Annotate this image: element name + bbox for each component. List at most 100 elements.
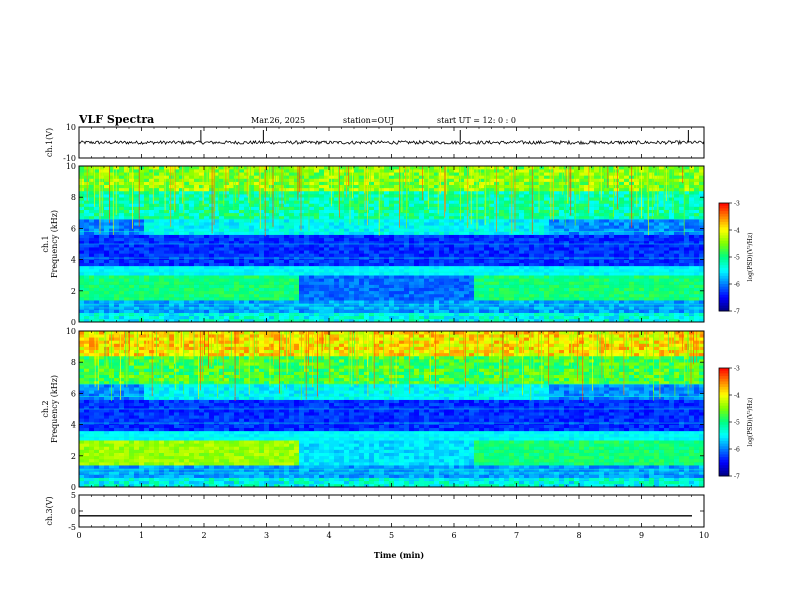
spectrogram-cell <box>554 293 560 298</box>
spectrogram-cell <box>269 206 275 210</box>
spectrogram-cell <box>394 247 400 251</box>
spectrogram-cell <box>539 309 545 313</box>
spectrogram-cell <box>399 262 405 267</box>
spectrogram-cell <box>539 237 545 242</box>
spectrogram-cell <box>314 175 320 179</box>
spectrogram-cell <box>354 250 360 254</box>
spectrogram-cell <box>324 284 330 288</box>
spectrogram-cell <box>444 212 450 217</box>
spectrogram-cell <box>214 281 220 285</box>
spectrogram-cell <box>429 181 435 186</box>
spectrogram-cell <box>204 206 210 210</box>
spectrogram-cell <box>244 212 250 217</box>
spectrogram-cell <box>354 244 360 248</box>
spectrogram-cell <box>229 231 235 235</box>
spectrogram-cell <box>119 265 125 270</box>
spectrogram-cell <box>109 290 115 295</box>
spectrogram-cell <box>534 247 540 251</box>
spectrogram-cell <box>389 231 395 235</box>
spectrogram-cell <box>424 315 430 320</box>
spectrogram-cell <box>354 166 360 170</box>
spectrogram-cell <box>419 228 425 232</box>
spectrogram-cell <box>464 197 470 201</box>
spectrogram-cell <box>359 184 365 189</box>
spectrogram-cell <box>214 175 220 179</box>
spectrogram-cell <box>314 262 320 267</box>
spectrogram-cell <box>144 237 150 242</box>
spectrogram-cell <box>504 234 510 239</box>
spectrogram-cell <box>539 262 545 267</box>
spectrogram-cell <box>344 290 350 295</box>
spectrogram-cell <box>424 222 430 226</box>
spectrogram-cell <box>334 250 340 254</box>
spectrogram-cell <box>314 222 320 226</box>
spectrogram-cell <box>294 234 300 239</box>
spectrogram-cell <box>299 200 305 204</box>
spectrogram-cell <box>129 284 135 288</box>
spectrogram-cell <box>79 212 85 217</box>
spectrogram-cell <box>109 172 115 176</box>
spectrogram-cell <box>459 197 465 201</box>
spectrogram-cell <box>264 284 270 288</box>
spectrogram-cell <box>534 250 540 254</box>
spectrogram-cell <box>524 275 530 279</box>
spectrogram-cell <box>269 203 275 207</box>
spectrogram-cell <box>269 268 275 273</box>
spectrogram-cell <box>464 203 470 207</box>
spectrogram-cell <box>144 309 150 313</box>
spectrogram-cell <box>464 240 470 245</box>
spectrogram-cell <box>374 237 380 242</box>
spectrogram-cell <box>129 290 135 295</box>
spectrogram-cell <box>459 297 465 301</box>
spectrogram-cell <box>204 272 210 276</box>
spectrogram-cell <box>134 234 140 239</box>
spectrogram-cell <box>374 253 380 257</box>
spectrogram-cell <box>99 219 105 223</box>
spectrogram-cell <box>299 247 305 251</box>
spectrogram-cell <box>189 315 195 320</box>
spectrogram-cell <box>299 231 305 235</box>
spectrogram-cell <box>84 309 90 313</box>
spectrogram-cell <box>219 175 225 179</box>
spectrogram-cell <box>424 206 430 210</box>
spectrogram-cell <box>409 281 415 285</box>
spectrogram-cell <box>424 244 430 248</box>
spectrogram-cell <box>464 237 470 242</box>
spectrogram-cell <box>514 290 520 295</box>
spectrogram-cell <box>79 281 85 285</box>
spectrogram-cell <box>224 281 230 285</box>
spectrogram-cell <box>184 262 190 267</box>
spectrogram-cell <box>79 169 85 173</box>
spectrogram-cell <box>234 212 240 217</box>
spectrogram-cell <box>99 166 105 170</box>
spectrogram-cell <box>109 259 115 264</box>
spectrogram-cell <box>274 237 280 242</box>
spectrogram-cell <box>409 290 415 295</box>
spectrogram-cell <box>524 194 530 198</box>
spectrogram-cell <box>479 259 485 264</box>
spectrogram-cell <box>534 181 540 186</box>
spectrogram-cell <box>479 281 485 285</box>
spectrogram-cell <box>294 169 300 173</box>
spectrogram-cell <box>459 200 465 204</box>
spectrogram-cell <box>514 187 520 192</box>
spectrogram-cell <box>469 272 475 276</box>
spectrogram-cell <box>244 265 250 270</box>
spectrogram-cell <box>429 240 435 245</box>
spectrogram-cell <box>519 293 525 298</box>
spectrogram-cell <box>224 200 230 204</box>
spectrogram-cell <box>389 209 395 214</box>
spectrogram-cell <box>359 297 365 301</box>
spectrogram-cell <box>124 253 130 257</box>
spectrogram-cell <box>414 175 420 179</box>
spectrogram-cell <box>174 169 180 173</box>
spectrogram-cell <box>299 318 305 323</box>
spectrogram-cell <box>339 200 345 204</box>
spectrogram-cell <box>534 166 540 170</box>
spectrogram-cell <box>199 190 205 195</box>
spectrogram-cell <box>204 215 210 220</box>
spectrogram-cell <box>469 175 475 179</box>
spectrogram-cell <box>479 300 485 304</box>
spectrogram-cell <box>519 297 525 301</box>
spectrogram-cell <box>199 265 205 270</box>
